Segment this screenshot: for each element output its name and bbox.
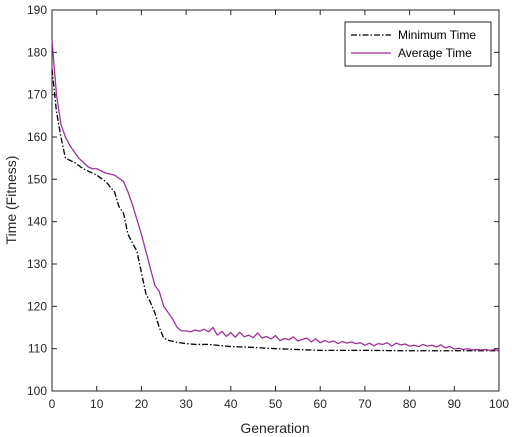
y-tick-label: 140 (27, 215, 47, 229)
legend-label-average-time: Average Time (398, 46, 472, 60)
series-layer (51, 39, 500, 352)
x-axis-title: Generation (240, 420, 309, 436)
y-tick-label: 180 (27, 45, 47, 59)
y-tick-label: 160 (27, 130, 47, 144)
y-tick-label: 190 (27, 3, 47, 17)
legend: Minimum Time Average Time (344, 21, 492, 67)
x-tick-label: 80 (403, 397, 417, 411)
x-tick-label: 30 (179, 397, 193, 411)
y-tick-label: 130 (27, 257, 47, 271)
legend-box (344, 21, 492, 67)
x-tick-label: 70 (358, 397, 372, 411)
x-axis: 0 10 20 30 40 50 60 70 80 90 100 (49, 10, 509, 411)
y-tick-label: 110 (28, 342, 47, 356)
y-tick-label: 170 (27, 88, 47, 102)
legend-label-minimum-time: Minimum Time (398, 28, 476, 42)
y-axis: 100 110 120 130 140 150 160 170 180 190 (27, 3, 499, 398)
series-line-average-time (51, 39, 500, 352)
x-tick-label: 40 (224, 397, 238, 411)
y-tick-label: 150 (27, 172, 47, 186)
series-line-minimum-time (51, 69, 499, 352)
plot-area (51, 9, 500, 392)
x-tick-label: 60 (314, 397, 328, 411)
y-tick-label: 100 (27, 384, 47, 398)
x-tick-label: 0 (49, 397, 56, 411)
x-tick-label: 100 (489, 397, 509, 411)
y-axis-title: Time (Fitness) (3, 156, 19, 245)
y-tick-label: 120 (27, 299, 47, 313)
x-tick-label: 50 (269, 397, 283, 411)
x-tick-label: 90 (448, 397, 462, 411)
x-tick-label: 10 (90, 397, 104, 411)
x-tick-label: 20 (135, 397, 149, 411)
